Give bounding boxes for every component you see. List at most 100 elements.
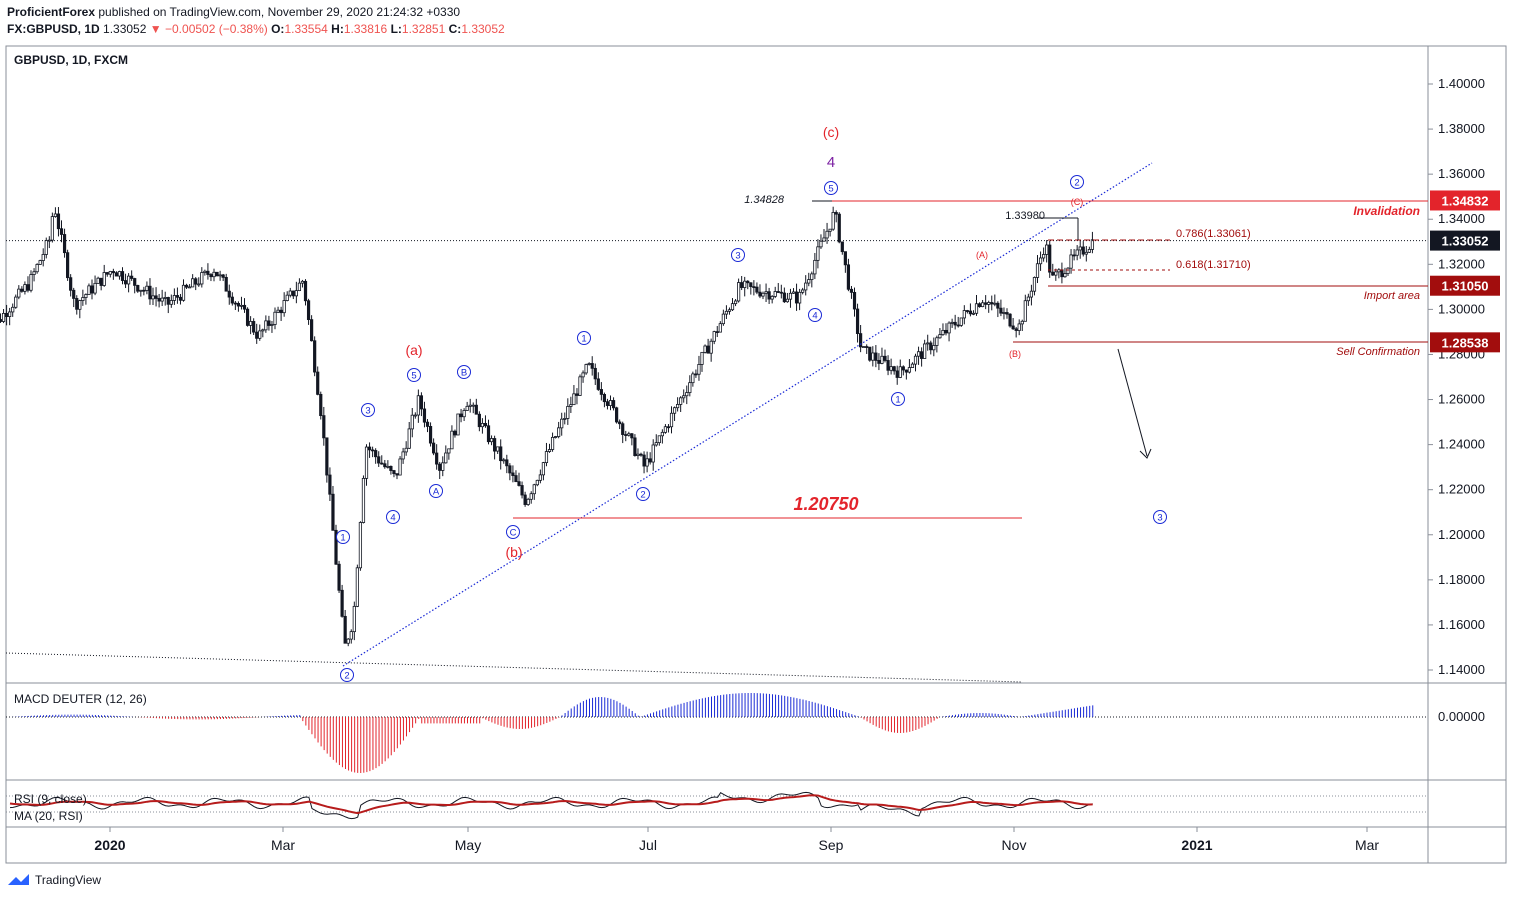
candle-body	[1005, 312, 1009, 315]
candle-body	[865, 346, 869, 348]
candle-body	[767, 291, 771, 300]
wave-count-circle: 1	[336, 530, 350, 544]
candle-body	[618, 421, 622, 425]
open-value: 1.33554	[284, 22, 328, 36]
candle-body	[871, 352, 875, 361]
candle-body	[1051, 271, 1055, 276]
price-tag-label: 1.31050	[1442, 279, 1489, 294]
candle-body	[1002, 312, 1006, 314]
candle-body	[889, 366, 893, 371]
candle-body	[877, 360, 881, 364]
candle-body	[755, 286, 759, 293]
candle-body	[84, 294, 88, 298]
candle-body	[959, 317, 963, 326]
candle-body	[752, 286, 756, 289]
candle-body	[462, 410, 466, 418]
candle-body	[340, 589, 344, 617]
candle-body	[261, 329, 265, 332]
wave-count-circle: 2	[1070, 175, 1084, 189]
candle-body	[999, 307, 1003, 314]
candle-body	[133, 278, 137, 286]
candle-body	[325, 437, 329, 476]
candle-body	[175, 295, 180, 298]
candle-body	[554, 436, 558, 438]
macd-zero-tick: 0.00000	[1438, 709, 1485, 724]
x-tick-label: Sep	[819, 837, 844, 853]
candle-body	[310, 319, 314, 342]
candle-body	[590, 363, 594, 369]
candle-body	[239, 304, 244, 307]
x-tick-label: Jul	[639, 837, 657, 853]
candle-body	[709, 340, 713, 354]
candle-body	[416, 395, 420, 416]
candle-body	[837, 213, 841, 243]
tradingview-logo[interactable]: TradingView	[7, 873, 101, 887]
candle-body	[419, 395, 424, 410]
candle-body	[703, 345, 707, 353]
candle-body	[401, 451, 405, 460]
candle-body	[444, 452, 448, 464]
x-tick-label: Mar	[271, 837, 295, 853]
candle-body	[550, 436, 555, 450]
candle-body	[62, 234, 67, 254]
wave-count-circle: 3	[1153, 510, 1167, 524]
candle-body	[688, 382, 692, 393]
candle-body	[166, 297, 170, 305]
sell-arrow	[1117, 348, 1148, 457]
candle-body	[572, 393, 576, 406]
candle-body	[264, 320, 268, 331]
candle-body	[563, 418, 567, 420]
candle-body	[544, 451, 549, 464]
close-label: C:	[448, 22, 462, 36]
y-tick-label: 1.40000	[1438, 76, 1485, 91]
candle-body	[410, 414, 414, 430]
candle-body	[798, 291, 802, 304]
candle-body	[53, 213, 58, 217]
wave-count-circle: 2	[340, 668, 354, 682]
candle-body	[200, 272, 204, 285]
tradingview-logo-icon	[8, 874, 29, 885]
candle-body	[852, 291, 857, 310]
rsi-ma-label: MA (20, RSI)	[14, 809, 83, 823]
candle-body	[236, 303, 241, 307]
candle-body	[1, 312, 6, 322]
candle-body	[904, 369, 908, 373]
candle-body	[962, 310, 966, 319]
wave-count-ring	[824, 181, 838, 195]
candle-body	[950, 321, 954, 324]
candle-body	[575, 393, 579, 396]
y-tick-label: 1.18000	[1438, 572, 1485, 587]
candle-body	[50, 216, 54, 241]
candle-body	[288, 290, 292, 296]
candle-body	[621, 423, 625, 435]
candle-body	[178, 296, 183, 301]
candle-body	[117, 271, 122, 277]
candle-body	[779, 291, 783, 294]
support-trendline[interactable]	[342, 162, 1153, 667]
candle-body	[862, 346, 866, 348]
lower-trendline[interactable]	[5, 652, 1023, 683]
candle-body	[697, 364, 701, 375]
publisher-name[interactable]: ProficientForex	[7, 5, 96, 19]
candle-body	[938, 334, 942, 339]
candle-body	[306, 300, 311, 321]
wave-count-circle: B	[457, 365, 471, 379]
candle-body	[816, 246, 820, 261]
candle-body	[407, 428, 411, 449]
candle-body	[218, 274, 222, 277]
candle-body	[361, 477, 366, 523]
candle-body	[868, 346, 872, 361]
candle-body	[78, 300, 82, 310]
candle-body	[672, 407, 677, 414]
recent-high-label: 1.33980	[1005, 210, 1045, 222]
candle-body	[761, 292, 765, 297]
candle-body	[1075, 249, 1079, 256]
wave-count-ring	[808, 308, 822, 322]
candle-body	[593, 367, 597, 380]
candle-body	[666, 426, 671, 429]
candle-body	[584, 364, 588, 374]
candle-body	[685, 392, 689, 397]
candle-body	[386, 465, 390, 468]
price-tag	[1430, 230, 1500, 251]
